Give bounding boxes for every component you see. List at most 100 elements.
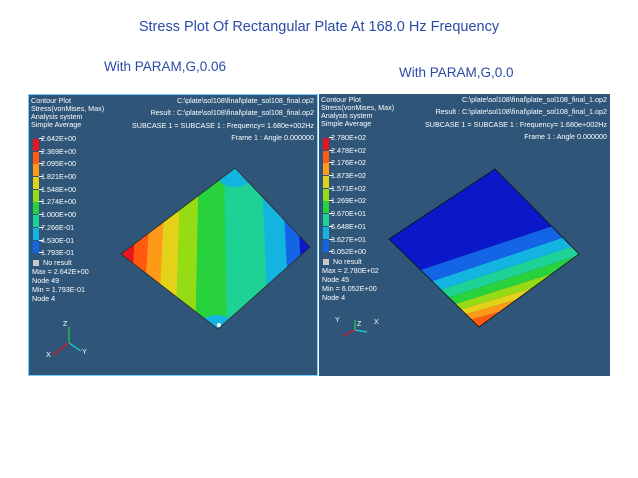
legend-swatch bbox=[33, 215, 39, 228]
legend-swatch bbox=[33, 189, 39, 202]
axis-label-y: Y bbox=[335, 315, 340, 324]
color-legend: 2.780E+02 2.478E+02 2.176E+02 1.873E+02 … bbox=[321, 133, 391, 264]
max-node: Node 45 bbox=[322, 275, 350, 284]
legend-value: 9.670E+01 bbox=[331, 209, 366, 219]
legend-value: 4.530E-01 bbox=[41, 235, 75, 245]
max-node: Node 49 bbox=[32, 276, 60, 285]
legend-entry: 2.642E+00 bbox=[31, 134, 101, 151]
header-result-type: Stress(vonMises, Max) bbox=[31, 104, 105, 113]
legend-entry: 6.052E+00 bbox=[321, 247, 391, 264]
axis-label-x: X bbox=[46, 350, 51, 359]
legend-value: 2.176E+02 bbox=[331, 158, 366, 168]
legend-entry: 1.873E+02 bbox=[321, 171, 391, 189]
legend-entry: 2.095E+00 bbox=[31, 159, 101, 177]
left-caption: With PARAM,G,0.06 bbox=[104, 59, 227, 74]
legend-value: 6.648E+01 bbox=[331, 221, 366, 231]
header-subcase: SUBCASE 1 = SUBCASE 1 : Frequency= 1.680… bbox=[425, 120, 607, 129]
legend-entry: 1.000E+00 bbox=[31, 210, 101, 228]
header-title: Contour Plot bbox=[31, 96, 71, 105]
legend-swatch bbox=[323, 138, 329, 150]
legend-entry: 3.627E+01 bbox=[321, 235, 391, 252]
legend-swatch bbox=[33, 202, 39, 215]
legend-entry: 6.648E+01 bbox=[321, 222, 391, 239]
axis-label-z: Z bbox=[357, 319, 362, 328]
legend-swatch bbox=[323, 201, 329, 214]
legend-entry: 9.670E+01 bbox=[321, 209, 391, 227]
header-system: Analysis system bbox=[31, 112, 83, 121]
legend-entry: 7.266E-01 bbox=[31, 223, 101, 240]
axis-triad bbox=[342, 320, 368, 337]
legend-swatch bbox=[33, 227, 39, 240]
axis-label-x: X bbox=[374, 317, 379, 326]
header-subcase: SUBCASE 1 = SUBCASE 1 : Frequency= 1.680… bbox=[132, 121, 314, 130]
header-frame: Frame 1 : Angle 0.000000 bbox=[231, 133, 314, 142]
legend-swatch bbox=[323, 163, 329, 176]
legend-swatch bbox=[33, 177, 39, 190]
max-value: Max = 2.642E+00 bbox=[32, 267, 89, 276]
legend-entry: 2.780E+02 bbox=[321, 133, 391, 150]
legend-value: 2.478E+02 bbox=[331, 145, 366, 155]
legend-value: 2.780E+02 bbox=[331, 133, 366, 142]
legend-entry: 1.793E-01 bbox=[31, 248, 101, 265]
axis-label-y: Y bbox=[82, 347, 87, 356]
right-contour-viewport[interactable]: Contour Plot Stress(vonMises, Max) Analy… bbox=[319, 94, 610, 376]
left-stress-contour-plate bbox=[120, 167, 311, 330]
right-caption: With PARAM,G,0.0 bbox=[399, 65, 514, 80]
header-file: C:\plate\sol108\final\plate_sol108_final… bbox=[461, 95, 607, 104]
legend-value: 1.821E+00 bbox=[41, 172, 76, 182]
node-marker bbox=[217, 323, 221, 327]
legend-value: 2.095E+00 bbox=[41, 159, 76, 169]
legend-value: 1.548E+00 bbox=[41, 184, 76, 194]
legend-swatch bbox=[323, 226, 329, 239]
legend-entry: 2.176E+02 bbox=[321, 158, 391, 176]
legend-value: 2.369E+00 bbox=[41, 146, 76, 156]
min-value: Min = 1.793E-01 bbox=[32, 285, 85, 294]
left-contour-viewport[interactable]: Contour Plot Stress(vonMises, Max) Analy… bbox=[28, 94, 318, 376]
axis-label-z: Z bbox=[63, 319, 68, 328]
legend-value: 7.266E-01 bbox=[41, 222, 75, 232]
header-title: Contour Plot bbox=[321, 95, 361, 104]
axis-triad bbox=[52, 327, 82, 356]
header-result-file: Result : C:\plate\sol108\final\plate_sol… bbox=[150, 108, 314, 117]
header-frame: Frame 1 : Angle 0.000000 bbox=[524, 132, 607, 141]
legend-entry: 2.478E+02 bbox=[321, 146, 391, 163]
legend-entry: 4.530E-01 bbox=[31, 236, 101, 253]
legend-swatch bbox=[323, 188, 329, 201]
header-system: Analysis system bbox=[321, 111, 373, 120]
legend-swatch bbox=[33, 240, 39, 253]
header-result-type: Stress(vonMises, Max) bbox=[321, 103, 395, 112]
legend-value: 1.269E+02 bbox=[331, 196, 366, 206]
min-node: Node 4 bbox=[32, 294, 56, 303]
legend-entry: 1.821E+00 bbox=[31, 172, 101, 190]
legend-swatch bbox=[323, 176, 329, 189]
legend-entry: 2.369E+00 bbox=[31, 147, 101, 164]
header-file: C:\plate\sol108\final\plate_sol108_final… bbox=[176, 96, 314, 105]
right-stress-contour-plate bbox=[388, 168, 580, 328]
header-result-file: Result : C:\plate\sol108\final\plate_sol… bbox=[435, 107, 607, 116]
legend-value: 2.642E+00 bbox=[41, 134, 76, 143]
legend-value: 1.873E+02 bbox=[331, 171, 366, 181]
legend-swatch bbox=[33, 164, 39, 177]
legend-value: 6.052E+00 bbox=[331, 247, 366, 257]
legend-entry: 1.269E+02 bbox=[321, 196, 391, 214]
min-node: Node 4 bbox=[322, 293, 346, 302]
min-value: Min = 6.052E+00 bbox=[322, 284, 377, 293]
legend-swatch bbox=[33, 151, 39, 164]
header-averaging: Simple Average bbox=[31, 120, 82, 129]
legend-value: 1.274E+00 bbox=[41, 197, 76, 207]
legend-swatch bbox=[33, 139, 39, 151]
color-legend: 2.642E+00 2.369E+00 2.095E+00 1.821E+00 … bbox=[31, 134, 101, 265]
legend-entry: 1.548E+00 bbox=[31, 185, 101, 202]
legend-entry: 1.571E+02 bbox=[321, 184, 391, 201]
max-value: Max = 2.780E+02 bbox=[322, 266, 379, 275]
legend-entry: 1.274E+00 bbox=[31, 197, 101, 215]
legend-swatch bbox=[323, 239, 329, 252]
legend-value: 1.571E+02 bbox=[331, 183, 366, 193]
header-averaging: Simple Average bbox=[321, 119, 372, 128]
slide-title: Stress Plot Of Rectangular Plate At 168.… bbox=[138, 19, 500, 35]
legend-swatch bbox=[323, 214, 329, 227]
legend-swatch bbox=[323, 150, 329, 163]
legend-value: 3.627E+01 bbox=[331, 234, 366, 244]
legend-value: 1.793E-01 bbox=[41, 248, 75, 258]
legend-value: 1.000E+00 bbox=[41, 210, 76, 220]
